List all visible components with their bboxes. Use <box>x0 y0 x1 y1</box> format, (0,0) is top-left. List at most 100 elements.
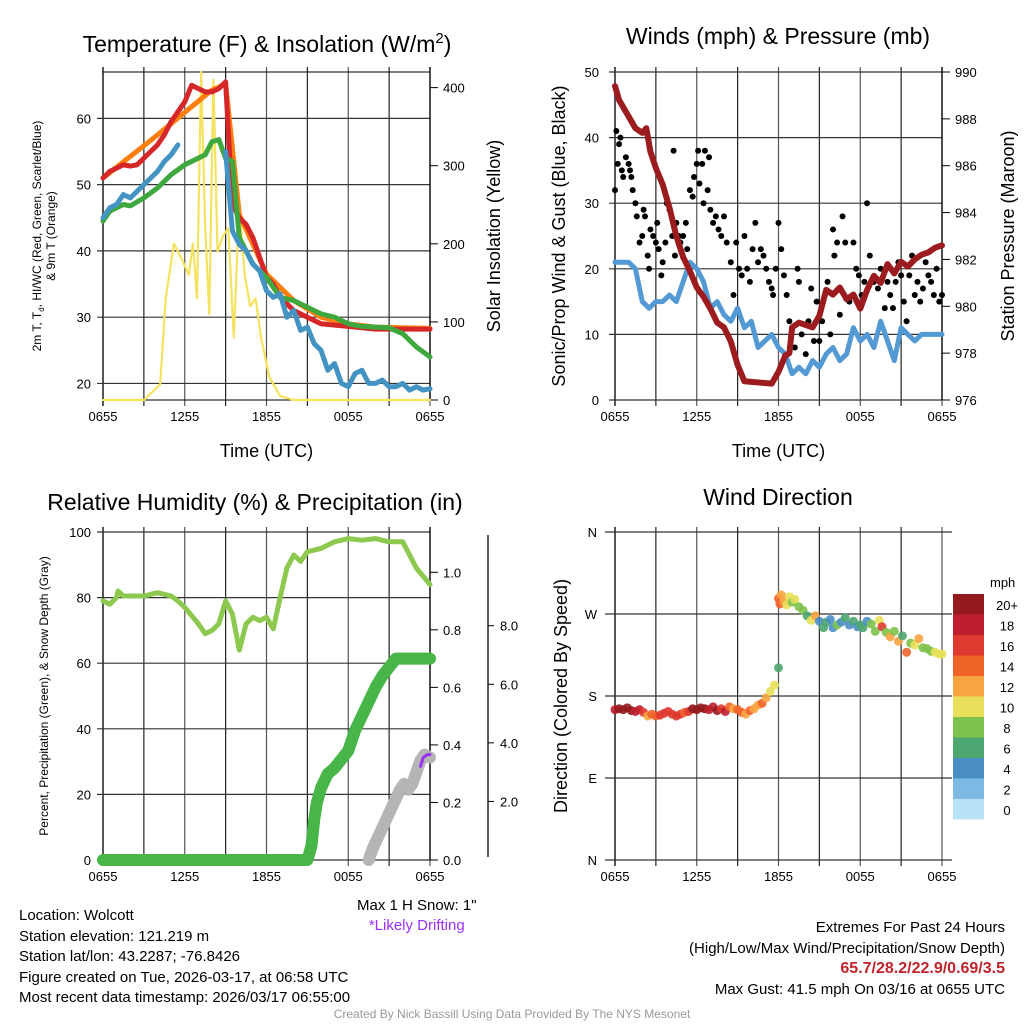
gust-point <box>928 278 935 285</box>
superscript: 2 <box>435 30 443 47</box>
direction-point <box>870 626 880 636</box>
gust-point <box>670 147 677 154</box>
y-tick-label: N <box>588 853 597 868</box>
x-tick-label: 0655 <box>89 409 118 424</box>
gust-point <box>704 187 711 194</box>
direction-point <box>910 640 920 650</box>
direction-point <box>914 634 924 644</box>
pressure-axis-tick-label: 976 <box>955 393 977 408</box>
y-tick-label: 40 <box>77 722 91 737</box>
gust-point <box>765 278 772 285</box>
x-tick-label: 0055 <box>846 869 875 884</box>
colorbar-swatch <box>953 635 984 656</box>
gust-point <box>795 278 802 285</box>
gust-point <box>644 252 651 259</box>
gust-point <box>772 265 779 272</box>
gust-point <box>712 213 719 220</box>
insolation-axis-tick-label: 0 <box>443 393 450 408</box>
gust-point <box>616 141 623 148</box>
gust-point <box>775 219 782 226</box>
gust-point <box>625 160 632 167</box>
extremes-subtitle: (High/Low/Max Wind/Precipitation/Snow De… <box>689 939 1005 957</box>
gust-point <box>629 187 636 194</box>
y-tick-label: 30 <box>585 196 599 211</box>
gust-point <box>757 246 764 253</box>
direction-point <box>774 663 783 673</box>
gust-point <box>646 265 653 272</box>
gust-point <box>658 272 665 279</box>
gust-point <box>701 147 708 154</box>
extremes-box: Extremes For Past 24 Hours (High/Low/Max… <box>689 918 1005 1000</box>
series-snow-depth <box>362 748 436 866</box>
gust-point <box>723 239 730 246</box>
colorbar-label: 16 <box>1000 639 1014 654</box>
y2-axis-label: Station Pressure (Maroon) <box>998 130 1018 341</box>
gust-point <box>798 331 805 338</box>
gust-point <box>831 252 838 259</box>
x-tick-label: 1855 <box>764 409 793 424</box>
series-pressure <box>612 83 945 387</box>
gust-point <box>706 154 713 161</box>
series-solar-insolation <box>101 70 432 402</box>
x-tick-label: 1255 <box>682 409 711 424</box>
gust-point <box>827 331 834 338</box>
insolation-axis-tick-label: 400 <box>443 81 465 96</box>
colorbar-label: 10 <box>1000 701 1014 716</box>
colorbar-swatch <box>953 594 984 615</box>
gust-point <box>671 252 678 259</box>
gust-point <box>874 285 881 292</box>
gust-point <box>662 239 669 246</box>
y-axis-label: Direction (Colored By Speed) <box>551 579 571 813</box>
pressure-axis-tick-label: 982 <box>955 252 977 267</box>
max-snow-label: Max 1 H Snow: 1" <box>357 897 477 914</box>
gust-point <box>640 206 647 213</box>
gust-point <box>620 173 627 180</box>
gust-point <box>778 246 785 253</box>
y-tick-label: 0 <box>84 853 91 868</box>
dir-title: Wind Direction <box>703 484 853 510</box>
colorbar-label: 18 <box>1000 619 1014 634</box>
gust-point <box>617 134 624 141</box>
y-tick-label: 20 <box>585 262 599 277</box>
gust-point <box>721 213 727 220</box>
series-2m-td <box>100 137 433 360</box>
gust-point <box>718 233 725 239</box>
y-tick-label: 30 <box>77 310 91 325</box>
elevation-label: Station elevation: 121.219 m <box>19 927 210 945</box>
gust-point <box>810 337 817 344</box>
gust-point <box>930 292 937 299</box>
y-tick-label: E <box>588 771 597 786</box>
gust-point <box>853 265 860 272</box>
insolation-axis-tick-label: 300 <box>443 159 465 174</box>
paren: ) <box>444 31 452 57</box>
gust-point <box>866 252 873 259</box>
gust-point <box>760 252 767 259</box>
direction-point <box>765 686 775 696</box>
gust-point <box>700 200 707 207</box>
pressure-axis-tick-label: 990 <box>955 65 977 80</box>
x-tick-label: 0655 <box>89 869 118 884</box>
gust-point <box>659 259 666 266</box>
y-tick-label: 60 <box>77 111 91 126</box>
subscript: d <box>37 307 46 311</box>
x-tick-label: 0655 <box>601 409 630 424</box>
gust-point <box>696 180 703 187</box>
gust-point <box>802 351 809 358</box>
snow-axis-tick-label: 8.0 <box>500 619 518 634</box>
gust-point <box>839 213 846 220</box>
colorbar-label: 8 <box>1003 721 1010 736</box>
gust-point <box>906 272 913 279</box>
x-tick-label: 0655 <box>416 869 445 884</box>
colorbar-swatch <box>953 717 984 738</box>
gust-point <box>889 305 896 312</box>
y-axis-label: Percent, Precipitation (Green), & Snow D… <box>37 556 51 835</box>
insolation-axis-tick-label: 100 <box>443 315 465 330</box>
series-precip <box>97 652 436 866</box>
pressure-axis-tick-label: 978 <box>955 346 977 361</box>
gust-point <box>686 187 693 194</box>
gust-point <box>783 292 790 299</box>
gust-point <box>741 233 748 239</box>
gust-point <box>614 160 621 167</box>
gust-point <box>641 213 648 220</box>
